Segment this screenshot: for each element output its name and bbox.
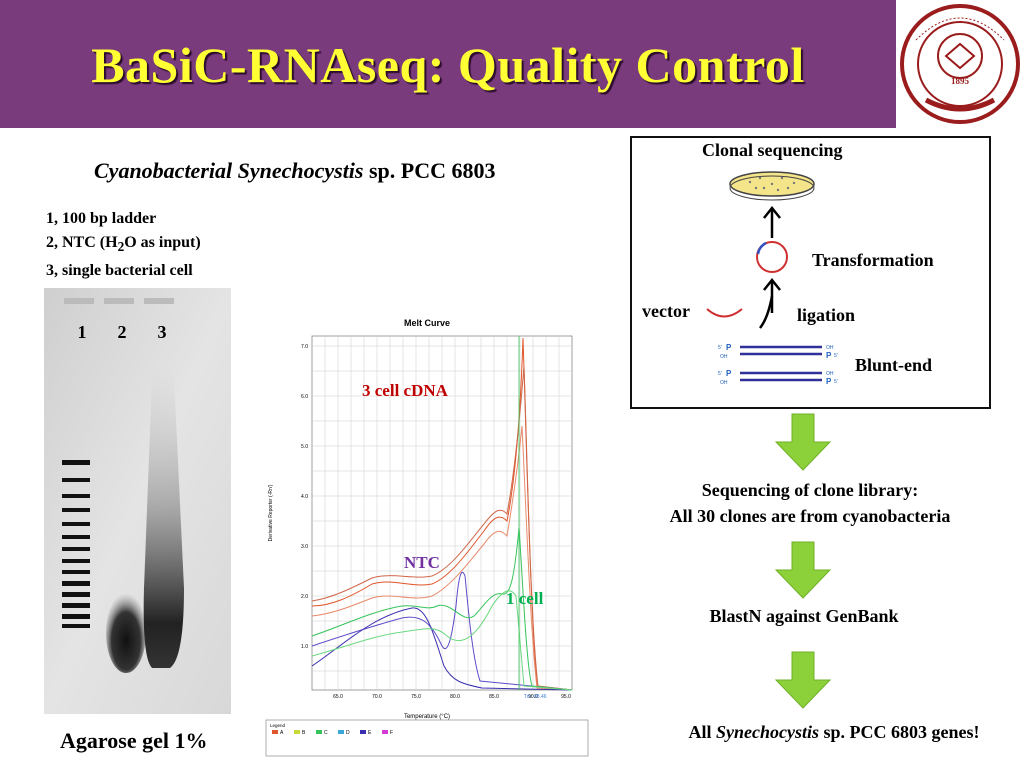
melt-y-tick: 4.0 — [301, 494, 308, 500]
curve-one-cell-2 — [311, 590, 573, 691]
gel-caption: Agarose gel 1% — [60, 728, 208, 753]
annotation-one-cell: 1 cell — [506, 589, 544, 608]
svg-text:P: P — [826, 377, 832, 386]
lane-label-3: 3 — [158, 322, 167, 342]
svg-text:5': 5' — [718, 345, 722, 351]
melt-legend-label: B — [302, 730, 306, 736]
melt-legend-box — [265, 719, 589, 757]
svg-text:5': 5' — [834, 379, 838, 385]
melt-legend-label: E — [368, 730, 372, 736]
curve-one-cell — [311, 527, 573, 691]
melt-x-tick: 80.0 — [450, 694, 460, 700]
melt-xlabel: Temperature (°C) — [404, 714, 450, 720]
label-ligation: ligation — [797, 305, 856, 325]
slide-title: BaSiC-RNAseq: Quality Control — [91, 37, 805, 93]
vector-icon — [706, 308, 743, 318]
lane-legend: 1, 100 bp ladder 2, NTC (H2O as input) 3… — [46, 207, 201, 283]
step-sequencing-line1: Sequencing of clone library: — [701, 480, 919, 500]
svg-text:OH: OH — [720, 354, 728, 360]
lane-legend-1: 1, 100 bp ladder — [46, 210, 157, 227]
melt-x-tick: 85.0 — [489, 694, 499, 700]
melt-x-ticks: 65.0 70.0 75.0 80.0 85.0 90.0 95.0 — [333, 694, 571, 700]
green-arrows — [774, 413, 832, 709]
green-down-arrow-icon — [774, 541, 832, 599]
cloning-flow-box: 5' P OH OH P 5' 5' P OH OH P 5' Clonal s… — [630, 136, 991, 409]
svg-text:5': 5' — [834, 353, 838, 359]
melt-grid — [312, 336, 572, 690]
label-blunt-end: Blunt-end — [855, 355, 933, 375]
tm-label: Tm: 88.46 — [524, 694, 547, 700]
step-sequencing-line2: All 30 clones are from cyanobacteria — [669, 506, 951, 526]
melt-y-tick: 2.0 — [301, 594, 308, 600]
melt-legend-swatch — [338, 730, 344, 734]
melt-curve-chart: Melt Curve 7.0 6.0 5.0 4.0 3.0 2.0 1.0 65.0 70.… — [262, 306, 592, 758]
melt-y-tick: 3.0 — [301, 544, 308, 550]
curve-ntc-2 — [311, 607, 573, 691]
melt-legend-swatch — [360, 730, 366, 734]
lane-label-1: 1 — [78, 322, 87, 342]
step-blastn: BlastN against GenBank — [709, 606, 899, 626]
curve-cdna-2 — [311, 365, 573, 691]
lane3-smear — [143, 368, 184, 668]
melt-legend-items: A B C D E F — [272, 730, 393, 736]
label-vector: vector — [642, 301, 690, 321]
melt-legend-swatch — [294, 730, 300, 734]
melt-legend-swatch — [382, 730, 388, 734]
green-down-arrow-icon — [774, 651, 832, 709]
lane2-smear — [106, 593, 146, 673]
svg-text:P: P — [726, 369, 732, 378]
ladder-bands — [62, 460, 90, 628]
melt-legend-swatch — [316, 730, 322, 734]
annotation-ntc: NTC — [404, 553, 440, 572]
label-transformation: Transformation — [812, 250, 934, 270]
svg-text:OH: OH — [720, 380, 728, 386]
melt-y-tick: 5.0 — [301, 444, 308, 450]
melt-x-tick: 95.0 — [561, 694, 571, 700]
lane-legend-2: 2, NTC (H2O as input) — [46, 234, 201, 255]
melt-x-tick: 70.0 — [372, 694, 382, 700]
melt-legend-label: C — [324, 730, 328, 736]
lane-legend-3: 3, single bacterial cell — [46, 262, 193, 280]
up-arrow-icon — [759, 205, 781, 329]
melt-y-ticks: 7.0 6.0 5.0 4.0 3.0 2.0 1.0 — [301, 344, 308, 650]
melt-curves — [311, 337, 573, 691]
melt-x-tick: 75.0 — [411, 694, 421, 700]
svg-text:P: P — [726, 343, 732, 352]
svg-text:OH: OH — [826, 371, 834, 377]
svg-text:5': 5' — [718, 371, 722, 377]
melt-title: Melt Curve — [404, 318, 450, 328]
melt-legend-label: F — [390, 730, 393, 736]
logo-year: 1895 — [951, 76, 970, 86]
label-clonal-sequencing: Clonal sequencing — [702, 140, 843, 160]
agarose-gel-image: 1 2 3 — [44, 288, 231, 714]
title-banner — [0, 0, 896, 128]
svg-text:OH: OH — [826, 345, 834, 351]
curve-cdna-3 — [311, 425, 573, 691]
plasmid-icon — [756, 241, 788, 273]
curve-ntc — [311, 571, 573, 691]
green-down-arrow-icon — [774, 413, 832, 471]
melt-x-tick: 65.0 — [333, 694, 343, 700]
step-final: All Synechocystis sp. PCC 6803 genes! — [688, 722, 980, 742]
svg-text:P: P — [826, 351, 832, 360]
melt-y-tick: 7.0 — [301, 344, 308, 350]
university-logo: 1895 — [896, 0, 1024, 128]
organism-subtitle: Cyanobacterial Synechocystis sp. PCC 680… — [94, 158, 496, 183]
melt-y-tick: 1.0 — [301, 644, 308, 650]
melt-legend-swatch — [272, 730, 278, 734]
melt-x-tick: 90.0 — [528, 694, 538, 700]
annotation-cdna: 3 cell cDNA — [362, 381, 449, 400]
logo-seal-icon: 1895 — [900, 4, 1020, 124]
melt-legend-label: A — [280, 730, 284, 736]
melt-legend-title: Legend — [270, 723, 286, 728]
melt-y-tick: 6.0 — [301, 394, 308, 400]
melt-legend-label: D — [346, 730, 350, 736]
blunt-end-dna-icon: 5' P OH OH P 5' 5' P OH OH P 5' — [718, 343, 838, 386]
lane-label-2: 2 — [118, 322, 127, 342]
melt-ylabel: Derivative Reporter (-Rn') — [268, 484, 274, 541]
